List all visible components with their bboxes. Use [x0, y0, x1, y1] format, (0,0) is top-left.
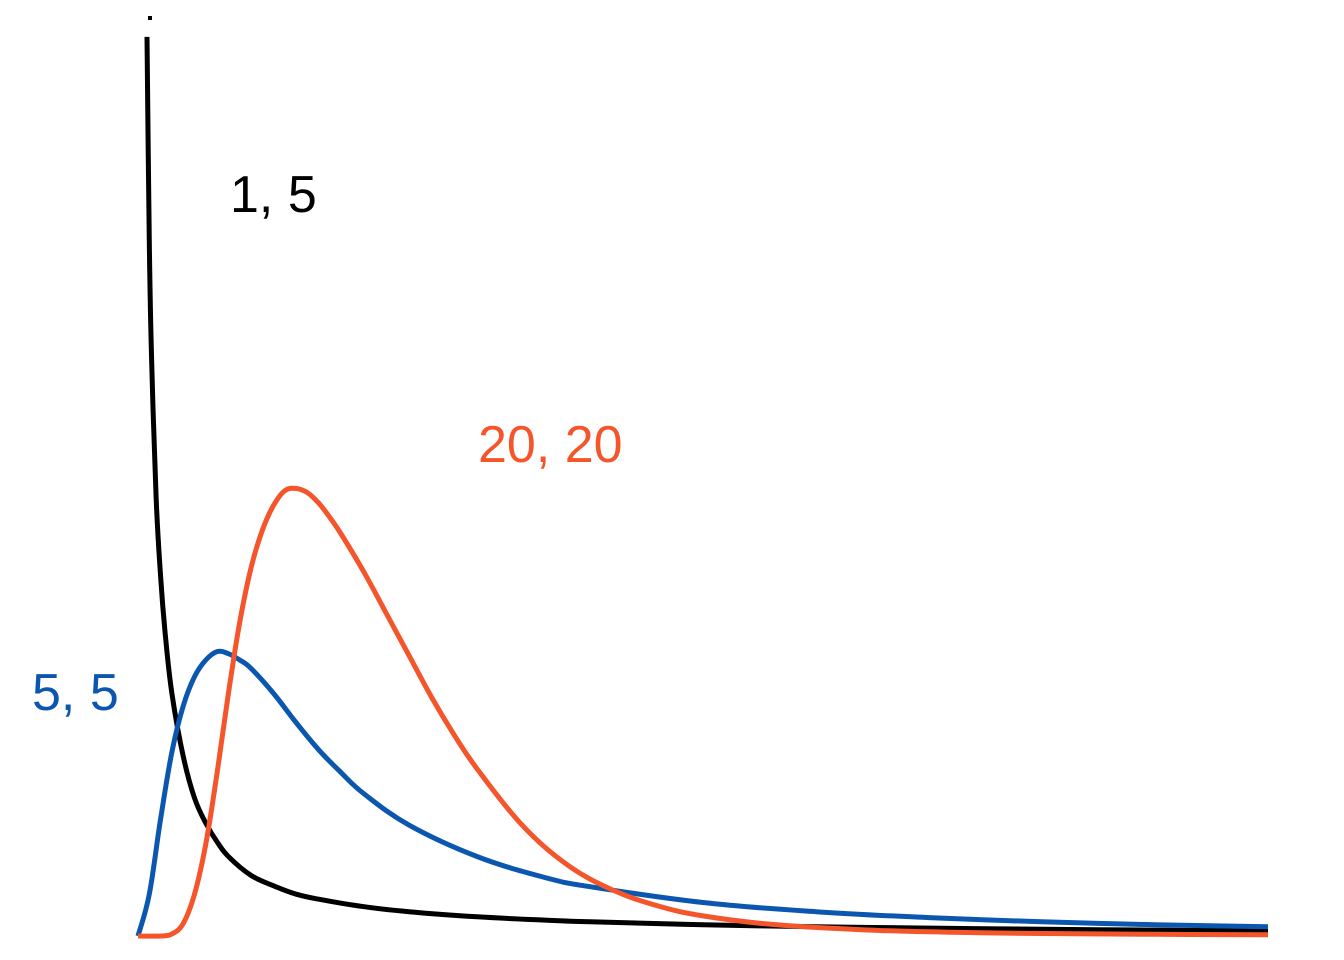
series-line-20-20	[137, 485, 1269, 939]
series-layer	[135, 36, 1269, 939]
series-label-5-5: 5, 5	[32, 664, 119, 722]
series-label-1-5: 1, 5	[230, 166, 317, 224]
series-label-20-20: 20, 20	[478, 416, 623, 474]
series-line-5-5	[135, 648, 1269, 937]
